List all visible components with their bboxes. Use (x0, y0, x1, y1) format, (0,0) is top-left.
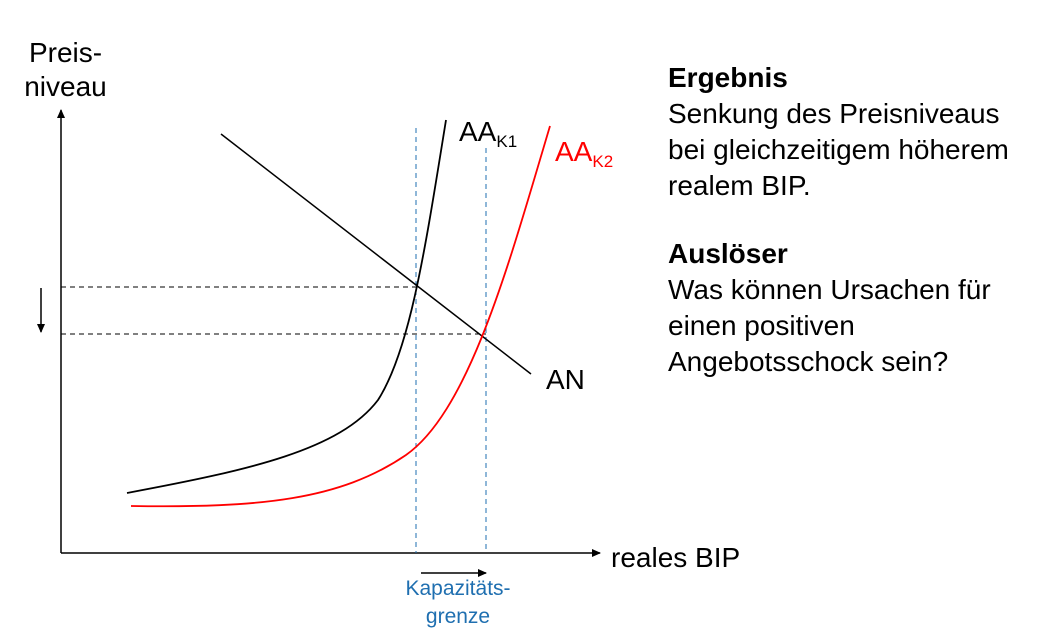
capacity-label: Kapazitäts- grenze (393, 575, 523, 631)
ak2-label-sub: K2 (592, 152, 614, 171)
result-section: Ergebnis Senkung des Preisniveaus bei gl… (668, 60, 1048, 204)
result-heading: Ergebnis (668, 62, 788, 93)
result-line: bei gleichzeitigem höherem (668, 134, 1009, 165)
ak2-curve (130, 125, 551, 508)
trigger-line: Angebotsschock sein? (668, 346, 949, 377)
capacity-label-line1: Kapazitäts- (405, 577, 511, 600)
an-curve (220, 133, 532, 375)
ak2-label-main: AA (555, 136, 593, 167)
result-line: Senkung des Preisniveaus (668, 98, 1000, 129)
trigger-section: Auslöser Was können Ursachen für einen p… (668, 236, 1048, 380)
x-axis-label: reales BIP (611, 542, 741, 573)
trigger-line: Was können Ursachen für (668, 274, 991, 305)
y-axis-label: Preis- niveau (18, 36, 113, 104)
ak1-label-main: AA (459, 116, 497, 147)
trigger-line: einen positiven (668, 310, 855, 341)
trigger-heading: Auslöser (668, 238, 788, 269)
ak1-curve (126, 119, 447, 494)
ak1-label: AAK1 (459, 116, 517, 158)
explanation-text: Ergebnis Senkung des Preisniveaus bei gl… (668, 60, 1048, 412)
capacity-label-line2: grenze (425, 605, 491, 628)
ak1-label-sub: K1 (496, 132, 518, 151)
result-line: realem BIP. (668, 170, 811, 201)
ak2-label: AAK2 (555, 136, 613, 178)
y-axis-label-line1: Preis- (28, 37, 103, 68)
an-label: AN (546, 364, 585, 395)
y-axis-label-line2: niveau (24, 71, 107, 102)
